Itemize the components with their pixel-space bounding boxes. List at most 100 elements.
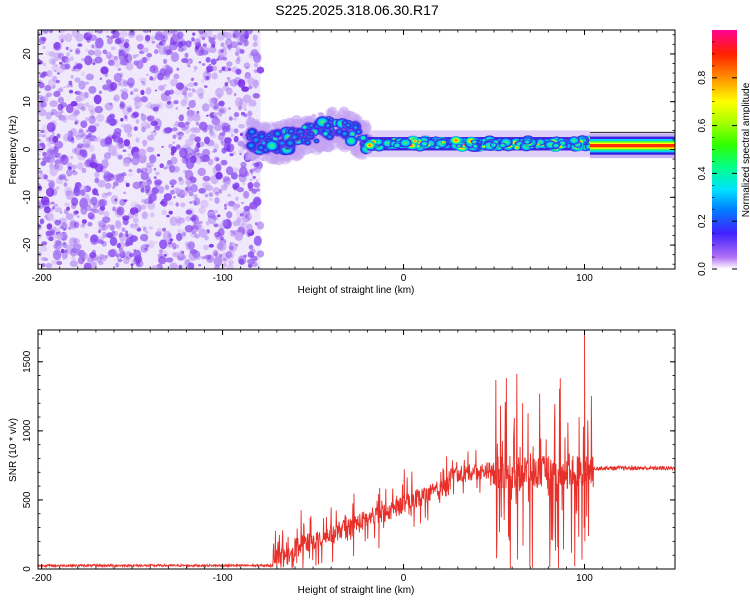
noise-cell — [217, 214, 221, 218]
noise-cell — [98, 228, 102, 233]
noise-cell — [166, 30, 172, 35]
noise-cell — [65, 57, 71, 64]
noise-cell — [56, 232, 64, 240]
noise-cell — [191, 89, 197, 93]
colorbar-ticks: 0.0 0.2 0.4 0.6 0.8 — [697, 41, 737, 276]
noise-cell — [242, 94, 252, 103]
noise-cell — [191, 150, 197, 158]
noise-cell — [114, 38, 122, 45]
noise-cell — [208, 197, 213, 202]
noise-cell — [173, 73, 180, 80]
noise-cell — [159, 249, 163, 253]
noise-cell — [233, 92, 237, 97]
noise-cell — [75, 49, 81, 55]
noise-cell — [157, 256, 167, 265]
noise-cell — [100, 254, 108, 262]
noise-cell — [58, 87, 64, 93]
noise-cell — [99, 77, 103, 81]
noise-cell — [187, 92, 193, 98]
band-blob — [523, 139, 531, 145]
noise-cell — [253, 235, 262, 246]
noise-cell — [247, 110, 253, 117]
noise-cell — [202, 175, 211, 182]
noise-cell — [93, 49, 102, 57]
noise-cell — [134, 101, 138, 106]
noise-cell — [90, 208, 94, 212]
noise-cell — [241, 86, 250, 92]
noise-cell — [44, 85, 52, 92]
noise-cell — [79, 189, 86, 196]
noise-cell — [184, 158, 189, 163]
signal-halo — [361, 123, 373, 132]
noise-cell — [94, 138, 98, 142]
noise-cell — [118, 49, 125, 57]
noise-cell — [129, 91, 134, 96]
heatmap-layer — [38, 30, 675, 269]
noise-cell — [207, 44, 215, 51]
noise-cell — [118, 247, 123, 252]
noise-cell — [193, 70, 196, 73]
band-blob — [498, 142, 507, 149]
noise-cell — [45, 187, 55, 197]
noise-cell — [223, 142, 231, 152]
noise-cell — [63, 249, 68, 254]
noise-cell — [181, 91, 188, 96]
noise-cell — [177, 121, 186, 128]
noise-cell — [167, 200, 174, 206]
signal-halo — [293, 119, 298, 123]
noise-cell — [143, 227, 147, 232]
noise-cell — [198, 228, 208, 238]
noise-cell — [78, 80, 86, 90]
noise-cell — [61, 154, 67, 159]
noise-cell — [122, 80, 129, 87]
noise-cell — [53, 41, 62, 52]
noise-cell — [98, 253, 105, 260]
noise-cell — [182, 96, 189, 103]
noise-cell — [40, 256, 47, 262]
noise-cell — [127, 77, 135, 87]
noise-cell — [54, 110, 60, 117]
noise-cell — [218, 189, 223, 194]
noise-cell — [65, 46, 69, 51]
noise-cell — [223, 257, 227, 261]
noise-cell — [119, 232, 123, 238]
noise-cell — [238, 98, 248, 109]
noise-cell — [141, 81, 146, 86]
noise-cell — [70, 137, 75, 141]
noise-cell — [73, 187, 81, 197]
noise-cell — [213, 105, 219, 110]
noise-cell — [106, 232, 114, 239]
noise-cell — [225, 32, 232, 40]
noise-cell — [109, 236, 118, 246]
noise-cell — [125, 61, 134, 71]
noise-cell — [227, 79, 231, 83]
noise-cell — [109, 81, 118, 91]
noise-cell — [71, 68, 75, 72]
noise-cell — [92, 208, 99, 214]
noise-cell — [189, 201, 193, 204]
noise-cell — [207, 255, 212, 260]
noise-cell — [224, 207, 227, 210]
noise-cell — [239, 49, 245, 54]
noise-cell — [59, 160, 63, 164]
noise-cell — [252, 93, 261, 99]
noise-cell — [190, 78, 194, 82]
noise-cell — [254, 222, 258, 226]
noise-cell — [225, 202, 229, 206]
y-tick-label: 0 — [22, 566, 33, 572]
band-blob — [398, 137, 413, 148]
noise-cell — [243, 205, 251, 212]
noise-cell — [74, 119, 79, 125]
x-tick-label: -100 — [213, 273, 233, 284]
noise-cell — [55, 176, 64, 185]
noise-cell — [89, 109, 96, 115]
noise-cell — [187, 241, 196, 250]
noise-cell — [190, 225, 200, 233]
signal-halo — [325, 108, 336, 117]
noise-cell — [39, 218, 45, 225]
noise-cell — [174, 165, 180, 172]
noise-cell — [227, 200, 236, 207]
noise-cell — [169, 179, 177, 186]
noise-cell — [204, 30, 213, 38]
noise-cell — [60, 38, 64, 43]
